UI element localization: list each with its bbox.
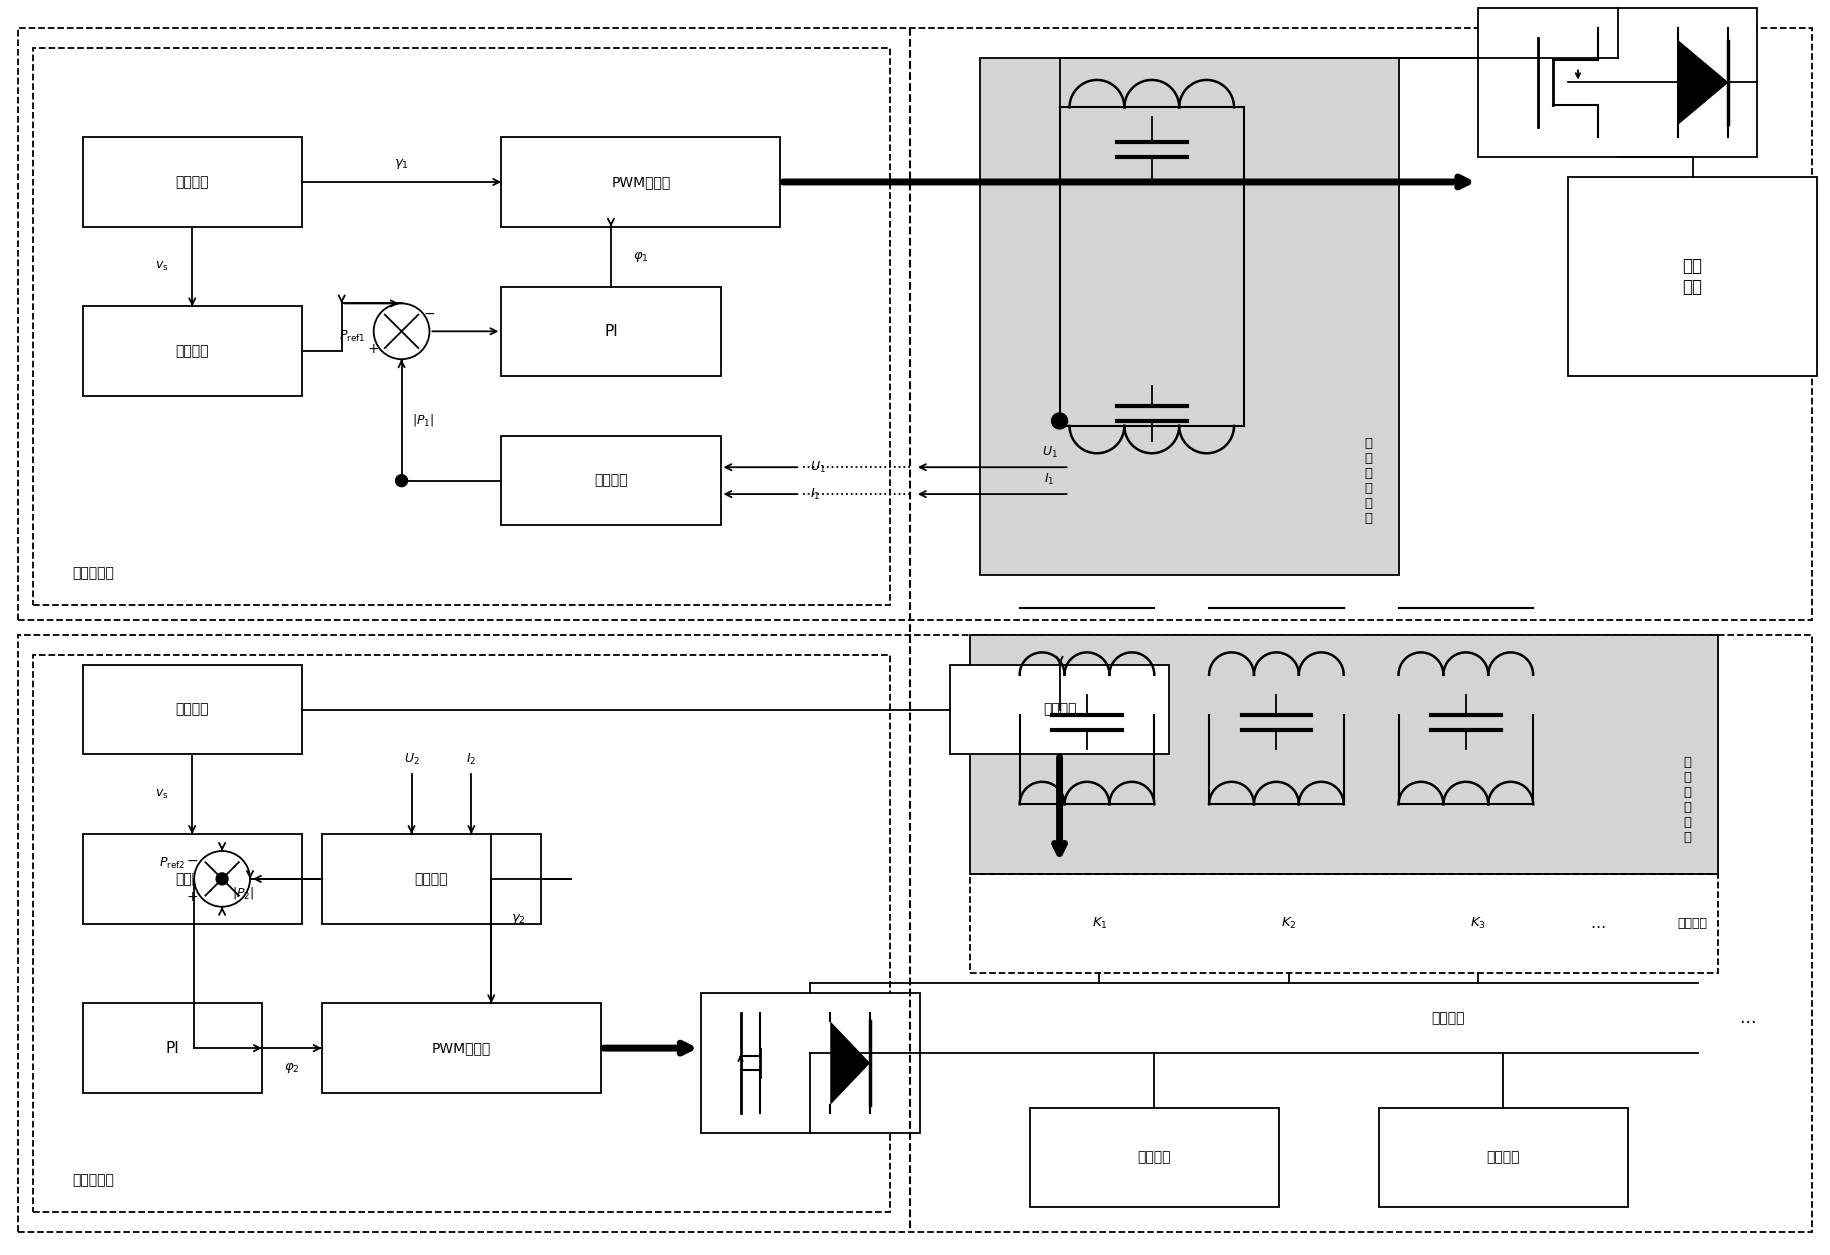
Text: $v_{\rm s}$: $v_{\rm s}$ xyxy=(156,260,168,274)
Text: …: … xyxy=(1590,916,1605,931)
Text: PWM发生器: PWM发生器 xyxy=(432,1042,490,1055)
FancyBboxPatch shape xyxy=(1568,177,1817,376)
Text: +: + xyxy=(368,343,379,356)
FancyBboxPatch shape xyxy=(701,994,920,1133)
Polygon shape xyxy=(1678,40,1728,124)
Text: 功率模型: 功率模型 xyxy=(176,872,209,886)
FancyBboxPatch shape xyxy=(501,137,780,227)
Text: $U_1$: $U_1$ xyxy=(1041,444,1058,459)
Text: 功率模型: 功率模型 xyxy=(176,344,209,358)
Circle shape xyxy=(373,304,430,359)
Text: …: … xyxy=(1738,1009,1755,1028)
Text: $K_3$: $K_3$ xyxy=(1469,916,1486,931)
Bar xyxy=(33,655,889,1212)
Text: 切换逻辑: 切换逻辑 xyxy=(1043,703,1076,717)
Text: 功率运算: 功率运算 xyxy=(415,872,448,886)
Circle shape xyxy=(395,474,408,487)
Text: $U_1$: $U_1$ xyxy=(811,459,825,474)
FancyBboxPatch shape xyxy=(1378,1108,1629,1207)
Bar xyxy=(979,58,1398,575)
FancyBboxPatch shape xyxy=(501,286,721,376)
FancyBboxPatch shape xyxy=(82,1003,262,1093)
Text: 地
面
谐
振
补
偿: 地 面 谐 振 补 偿 xyxy=(1684,756,1691,845)
Bar xyxy=(18,635,1812,1232)
Text: $\varphi_2$: $\varphi_2$ xyxy=(284,1060,300,1076)
Text: $U_2$: $U_2$ xyxy=(404,752,419,767)
FancyBboxPatch shape xyxy=(501,435,721,526)
Text: 分段开关: 分段开关 xyxy=(1678,917,1707,930)
Text: PI: PI xyxy=(165,1040,179,1055)
Polygon shape xyxy=(831,1022,869,1104)
FancyBboxPatch shape xyxy=(82,137,302,227)
Text: 车
载
谐
振
补
偿: 车 载 谐 振 补 偿 xyxy=(1365,438,1372,526)
Text: 直流电网: 直流电网 xyxy=(1138,1151,1171,1165)
FancyBboxPatch shape xyxy=(82,665,302,754)
Text: −: − xyxy=(425,306,436,320)
FancyBboxPatch shape xyxy=(82,306,302,397)
Circle shape xyxy=(1052,413,1067,429)
FancyBboxPatch shape xyxy=(950,665,1169,754)
Text: PI: PI xyxy=(604,324,619,339)
Text: PWM发生器: PWM发生器 xyxy=(611,174,670,190)
Text: 储能装置: 储能装置 xyxy=(1486,1151,1521,1165)
Text: 制动模型: 制动模型 xyxy=(176,703,209,717)
Bar xyxy=(970,635,1718,873)
Text: $K_1$: $K_1$ xyxy=(1091,916,1107,931)
Bar xyxy=(33,48,889,605)
Text: $I_2$: $I_2$ xyxy=(467,752,476,767)
Circle shape xyxy=(194,851,251,907)
Text: −: − xyxy=(187,853,198,868)
Text: 功率运算: 功率运算 xyxy=(595,473,628,488)
FancyBboxPatch shape xyxy=(82,835,302,924)
FancyBboxPatch shape xyxy=(1030,1108,1279,1207)
FancyBboxPatch shape xyxy=(322,835,542,924)
Text: +: + xyxy=(187,890,198,904)
Text: 功率总线: 功率总线 xyxy=(1431,1012,1466,1025)
Text: $K_2$: $K_2$ xyxy=(1281,916,1297,931)
Bar xyxy=(18,28,1812,620)
Text: $v_{\rm s}$: $v_{\rm s}$ xyxy=(156,788,168,801)
Text: 车载控制器: 车载控制器 xyxy=(73,566,115,580)
Text: $I_1$: $I_1$ xyxy=(1045,472,1054,487)
Text: $\gamma_1$: $\gamma_1$ xyxy=(393,157,408,171)
Text: 制动模型: 制动模型 xyxy=(176,174,209,190)
Text: 直流
电源: 直流 电源 xyxy=(1682,257,1702,296)
Circle shape xyxy=(216,873,229,885)
Text: $\gamma_2$: $\gamma_2$ xyxy=(511,911,525,926)
Text: $P_{\rm ref2}$: $P_{\rm ref2}$ xyxy=(159,856,185,871)
Text: $\varphi_1$: $\varphi_1$ xyxy=(633,250,648,264)
Text: $|P_1|$: $|P_1|$ xyxy=(412,412,434,428)
Bar xyxy=(970,873,1718,974)
FancyBboxPatch shape xyxy=(1479,8,1757,157)
Text: $P_{\rm ref1}$: $P_{\rm ref1}$ xyxy=(339,329,364,344)
Text: $I_1$: $I_1$ xyxy=(811,487,820,502)
FancyBboxPatch shape xyxy=(322,1003,600,1093)
Text: 地面控制器: 地面控制器 xyxy=(73,1173,115,1187)
Text: $|P_2|$: $|P_2|$ xyxy=(232,885,254,901)
